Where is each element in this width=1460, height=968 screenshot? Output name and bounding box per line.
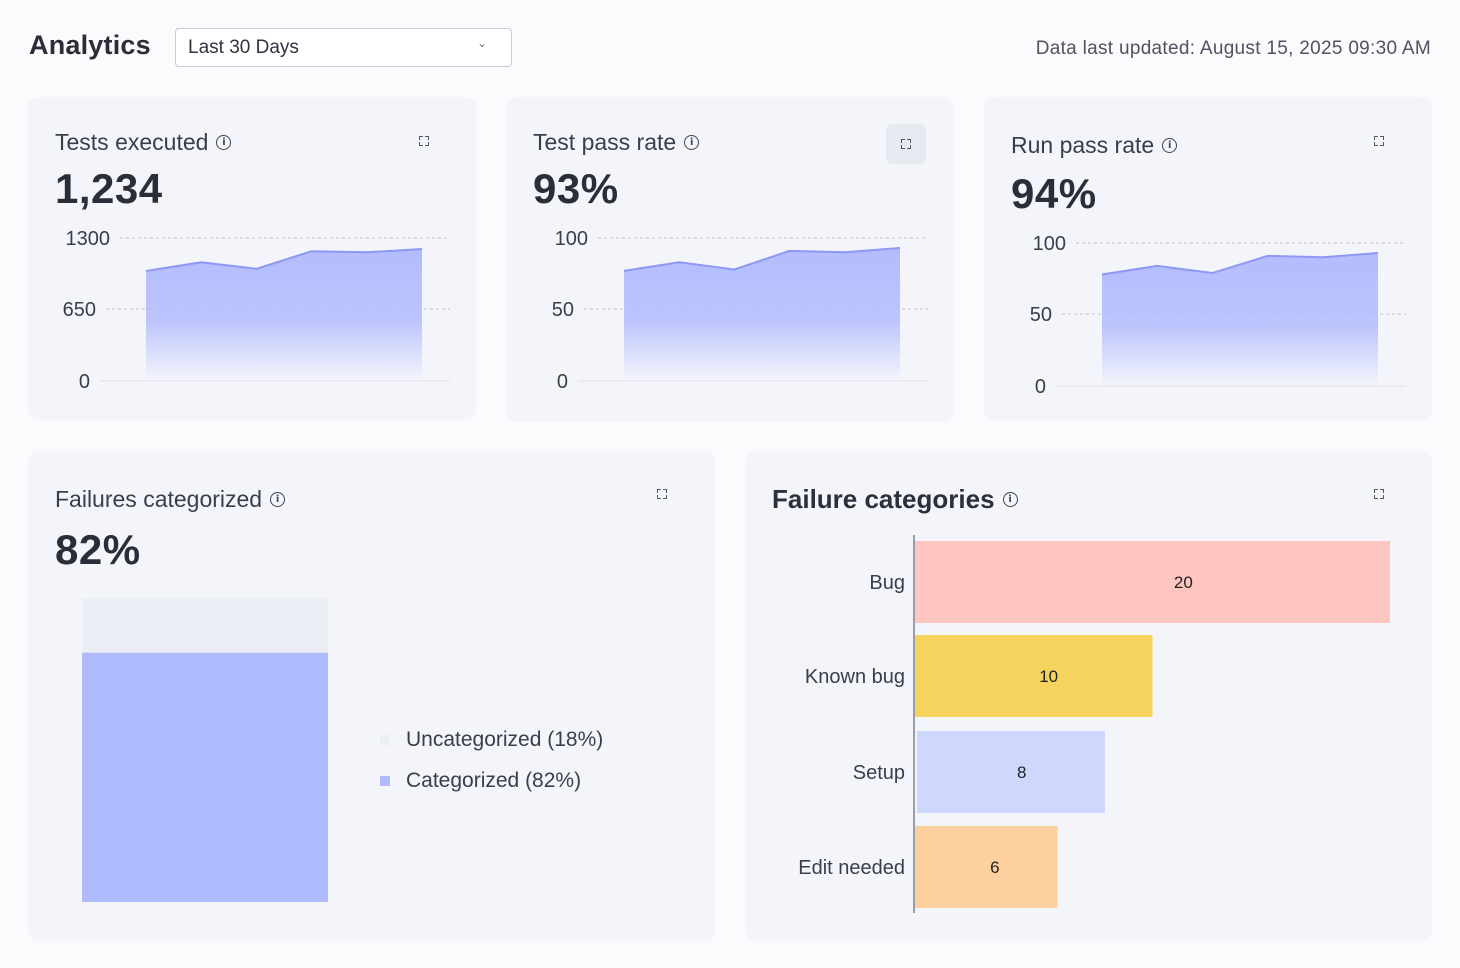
expand-icon (657, 489, 667, 499)
legend-swatch (380, 734, 390, 745)
series-line (1101, 252, 1379, 276)
y-tick-label: 0 (79, 371, 90, 393)
card-title-text: Failures categorized (55, 486, 263, 512)
info-circle-icon[interactable]: i (1002, 492, 1018, 507)
area-fill (146, 249, 422, 381)
data-label: 8 (1017, 763, 1026, 782)
expand-button[interactable] (404, 121, 444, 161)
card-title-text: Tests executed (55, 129, 209, 155)
expand-button[interactable] (1359, 121, 1399, 161)
bar-known-bug (915, 635, 1153, 717)
info-circle-icon[interactable]: i (270, 492, 286, 507)
failures-categorized-chart (82, 598, 328, 902)
tests-executed-card: Tests executed i 1,234 1300 650 0 (28, 97, 476, 420)
metric-value: 93% (533, 165, 619, 212)
expand-button[interactable] (642, 474, 682, 514)
run-pass-rate-chart: 100 50 0 (1030, 233, 1406, 398)
data-label: 6 (990, 858, 999, 877)
date-range-value: Last 30 Days (188, 36, 299, 58)
y-tick-label: 50 (1030, 304, 1052, 326)
tests-executed-chart: 1300 650 0 (63, 228, 450, 393)
card-title-text: Test pass rate (533, 129, 677, 155)
page-title: Analytics (29, 30, 151, 60)
chart-legend: Uncategorized (18%) Categorized (82%) (380, 719, 603, 801)
y-tick-label: 100 (1033, 233, 1066, 255)
expand-icon (419, 136, 429, 146)
expand-icon (1374, 489, 1384, 499)
y-tick-label: 650 (63, 299, 96, 321)
info-circle-icon[interactable]: i (216, 135, 232, 150)
expand-button[interactable] (1359, 474, 1399, 514)
bar-bug (915, 541, 1390, 623)
metric-value: 1,234 (55, 165, 163, 212)
test-pass-rate-card: Test pass rate i 93% 100 50 0 (506, 97, 954, 422)
card-title-text: Failure categories (772, 484, 995, 514)
area-fill (624, 248, 900, 381)
expand-icon (901, 139, 911, 149)
bar-edit-needed (915, 826, 1058, 908)
y-tick-label: 100 (555, 228, 588, 250)
category-label: Edit needed (798, 857, 905, 879)
data-label: 10 (1039, 667, 1058, 686)
metric-value: 94% (1011, 170, 1097, 217)
header-bar: Analytics Last 30 Days ⌄ Data last updat… (0, 0, 1460, 96)
y-tick-label: 1300 (66, 228, 111, 250)
legend-item-categorized[interactable]: Categorized (82%) (380, 760, 603, 801)
info-circle-icon[interactable]: i (1162, 138, 1178, 153)
expand-icon (1374, 136, 1384, 146)
test-pass-rate-chart: 100 50 0 (552, 228, 928, 393)
chevron-down-icon: ⌄ (476, 36, 487, 50)
failure-categories-card: Failure categories i Bug 20 Known bug 10 Set… (745, 451, 1432, 941)
failure-categories-chart: Bug 20 Known bug 10 Setup 8 Edit needed 6 (798, 535, 1390, 913)
category-label: Bug (869, 572, 905, 594)
metric-value: 82% (55, 526, 141, 573)
expand-button[interactable] (886, 124, 926, 164)
card-title: Tests executed i (55, 129, 232, 156)
bar-setup (917, 731, 1105, 813)
bar-segment-categorized (82, 652, 328, 902)
card-title: Test pass rate i (533, 129, 700, 156)
last-updated-text: Data last updated: August 15, 2025 09:30… (1035, 38, 1431, 59)
legend-label: Uncategorized (18%) (406, 727, 604, 751)
bar-segment-uncategorized (82, 598, 328, 653)
series-line (145, 248, 423, 272)
card-title: Failures categorized i (55, 486, 286, 513)
area-fill (1102, 253, 1378, 386)
legend-swatch (380, 775, 390, 786)
run-pass-rate-card: Run pass rate i 94% 100 50 0 (984, 97, 1432, 420)
y-tick-label: 50 (552, 299, 574, 321)
card-title: Run pass rate i (1011, 132, 1178, 159)
info-circle-icon[interactable]: i (684, 135, 700, 150)
legend-item-uncategorized[interactable]: Uncategorized (18%) (380, 719, 603, 760)
date-range-select[interactable]: Last 30 Days ⌄ (175, 28, 512, 67)
category-label: Setup (853, 762, 905, 784)
category-label: Known bug (805, 666, 905, 688)
y-tick-label: 0 (1035, 376, 1046, 398)
y-tick-label: 0 (557, 371, 568, 393)
series-line (623, 247, 901, 272)
data-label: 20 (1174, 573, 1193, 592)
card-title-text: Run pass rate (1011, 132, 1155, 158)
legend-label: Categorized (82%) (406, 768, 582, 792)
card-title: Failure categories i (772, 484, 1018, 515)
failures-categorized-card: Failures categorized i 82% Uncategorized… (28, 451, 715, 941)
